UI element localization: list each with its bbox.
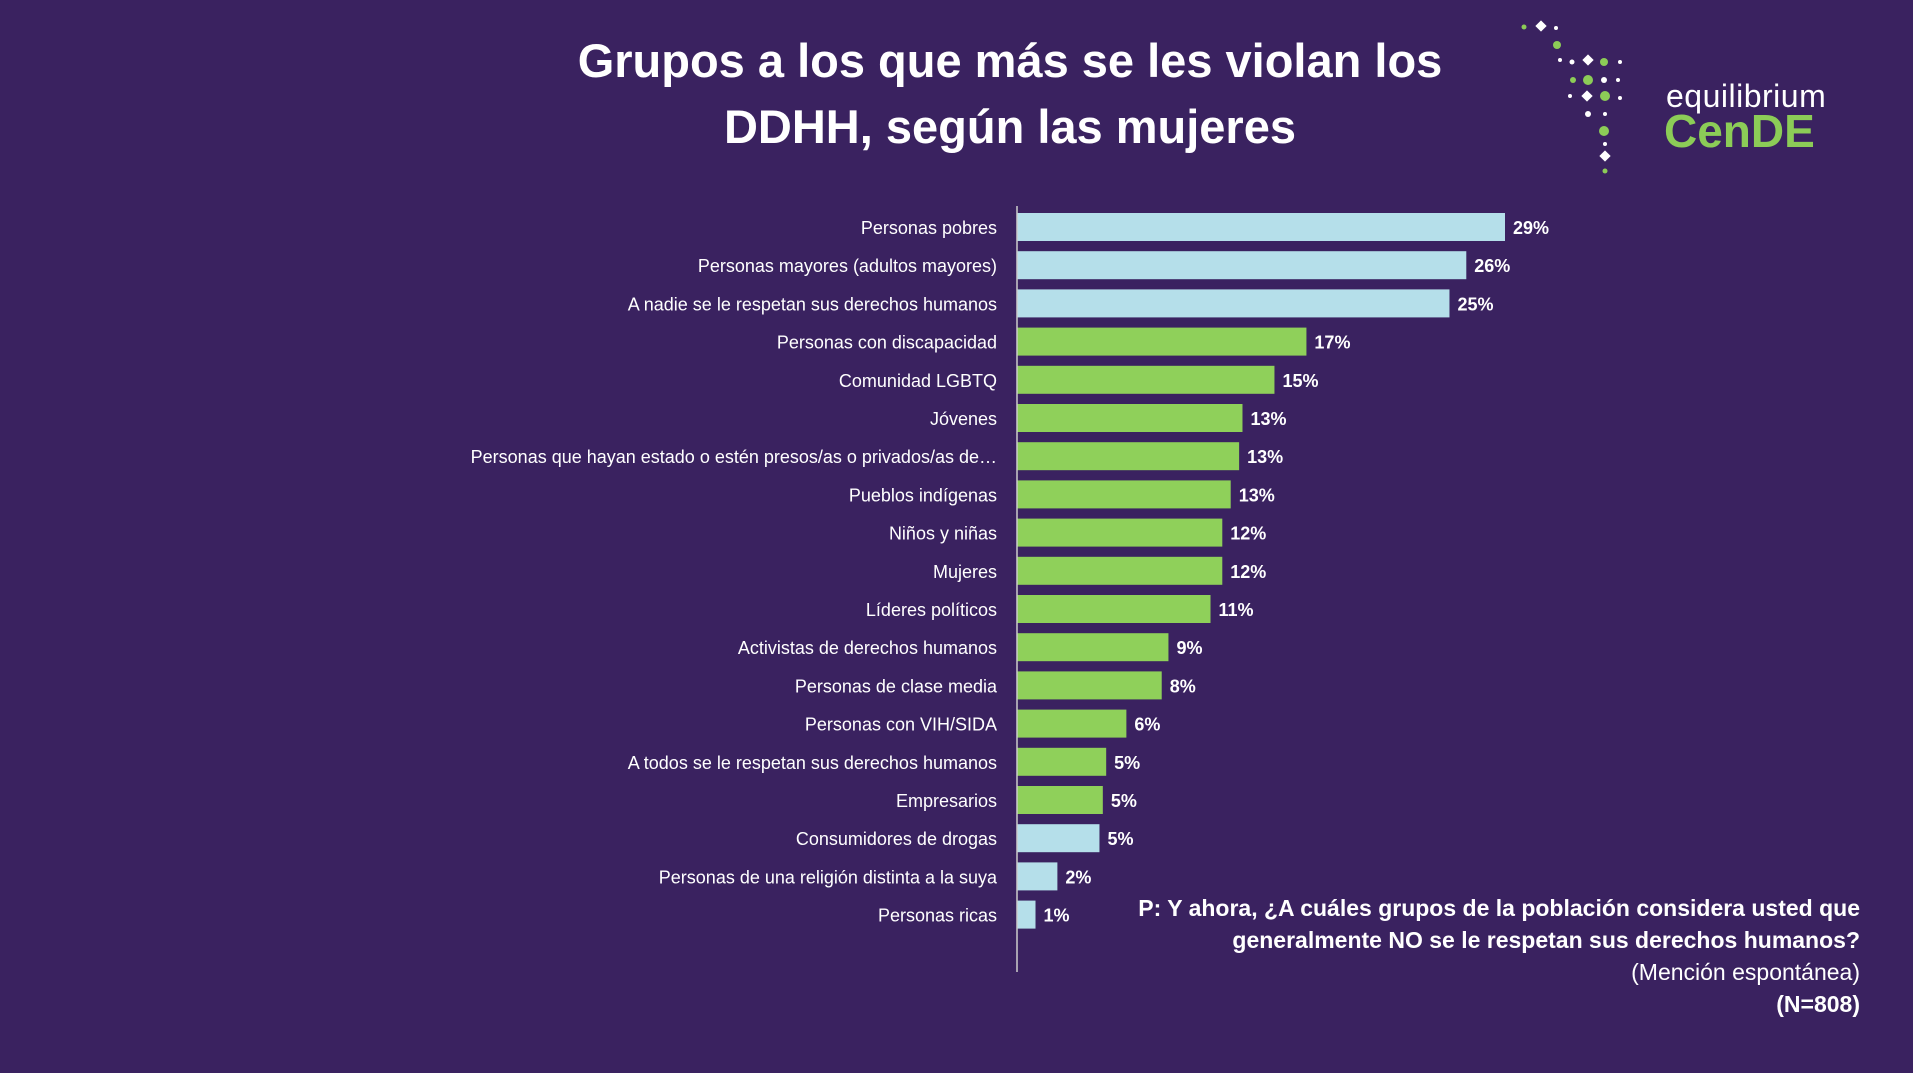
bar	[1017, 556, 1223, 585]
category-label: Personas de clase media	[795, 676, 998, 696]
value-label: 11%	[1219, 600, 1254, 620]
sample-size-text: (N=808)	[1776, 991, 1860, 1017]
value-label: 5%	[1107, 829, 1133, 849]
category-label: Personas mayores (adultos mayores)	[698, 256, 997, 276]
bar	[1017, 862, 1058, 891]
value-label: 9%	[1176, 638, 1202, 658]
value-label: 29%	[1513, 218, 1549, 238]
logo-text-cende: CenDE	[1664, 105, 1815, 157]
value-label: 13%	[1239, 485, 1275, 505]
bar	[1017, 595, 1211, 623]
category-label: Pueblos indígenas	[849, 485, 997, 505]
bar	[1017, 747, 1107, 776]
category-label: Mujeres	[933, 562, 997, 582]
value-label: 1%	[1044, 906, 1070, 926]
bar	[1017, 404, 1243, 432]
value-label: 15%	[1282, 371, 1318, 391]
value-label: 26%	[1474, 256, 1510, 276]
category-label: Jóvenes	[930, 409, 997, 429]
category-label: Personas con discapacidad	[777, 333, 997, 353]
bar	[1017, 480, 1231, 509]
value-label: 5%	[1114, 753, 1140, 773]
bar	[1017, 786, 1103, 814]
bar	[1017, 671, 1162, 700]
mention-text: (Mención espontánea)	[1631, 959, 1860, 985]
logo-text-equilibrium: equilibrium	[1666, 78, 1827, 114]
value-label: 13%	[1250, 409, 1286, 429]
bar	[1017, 251, 1467, 280]
bar	[1017, 824, 1100, 853]
value-label: 25%	[1457, 294, 1493, 314]
category-label: Activistas de derechos humanos	[738, 638, 997, 658]
category-label: A todos se le respetan sus derechos huma…	[628, 753, 997, 773]
category-label: Consumidores de drogas	[796, 829, 997, 849]
question-text: P: Y ahora, ¿A cuáles grupos de la pobla…	[1138, 895, 1860, 953]
bar	[1017, 900, 1036, 929]
bar	[1017, 442, 1240, 471]
value-label: 5%	[1111, 791, 1137, 811]
value-label: 6%	[1134, 715, 1160, 735]
bar	[1017, 518, 1223, 547]
value-label: 8%	[1170, 676, 1196, 696]
bar	[1017, 709, 1127, 738]
value-label: 2%	[1065, 867, 1091, 887]
bar	[1017, 365, 1275, 394]
value-label: 12%	[1230, 524, 1266, 544]
category-label: Personas con VIH/SIDA	[805, 715, 997, 735]
value-label: 17%	[1314, 333, 1350, 353]
category-label: Comunidad LGBTQ	[839, 371, 997, 391]
question-footnote: P: Y ahora, ¿A cuáles grupos de la pobla…	[1060, 892, 1860, 1020]
value-label: 13%	[1247, 447, 1283, 467]
logo-dots-icon	[1521, 20, 1622, 174]
chart-title: Grupos a los que más se les violan los D…	[577, 34, 1443, 153]
category-label: Empresarios	[896, 791, 997, 811]
equilibrium-cende-logo: equilibrium CenDE	[1510, 18, 1830, 178]
bar	[1017, 633, 1169, 662]
value-label: 12%	[1230, 562, 1266, 582]
bar	[1017, 213, 1505, 241]
category-label: Líderes políticos	[866, 600, 997, 620]
category-label: Niños y niñas	[889, 524, 997, 544]
category-label: Personas de una religión distinta a la s…	[659, 867, 998, 887]
bar	[1017, 327, 1307, 356]
bar	[1017, 289, 1450, 318]
category-label: Personas que hayan estado o estén presos…	[471, 447, 997, 467]
category-label: Personas ricas	[878, 906, 997, 926]
category-label: A nadie se le respetan sus derechos huma…	[628, 294, 997, 314]
category-label: Personas pobres	[861, 218, 997, 238]
